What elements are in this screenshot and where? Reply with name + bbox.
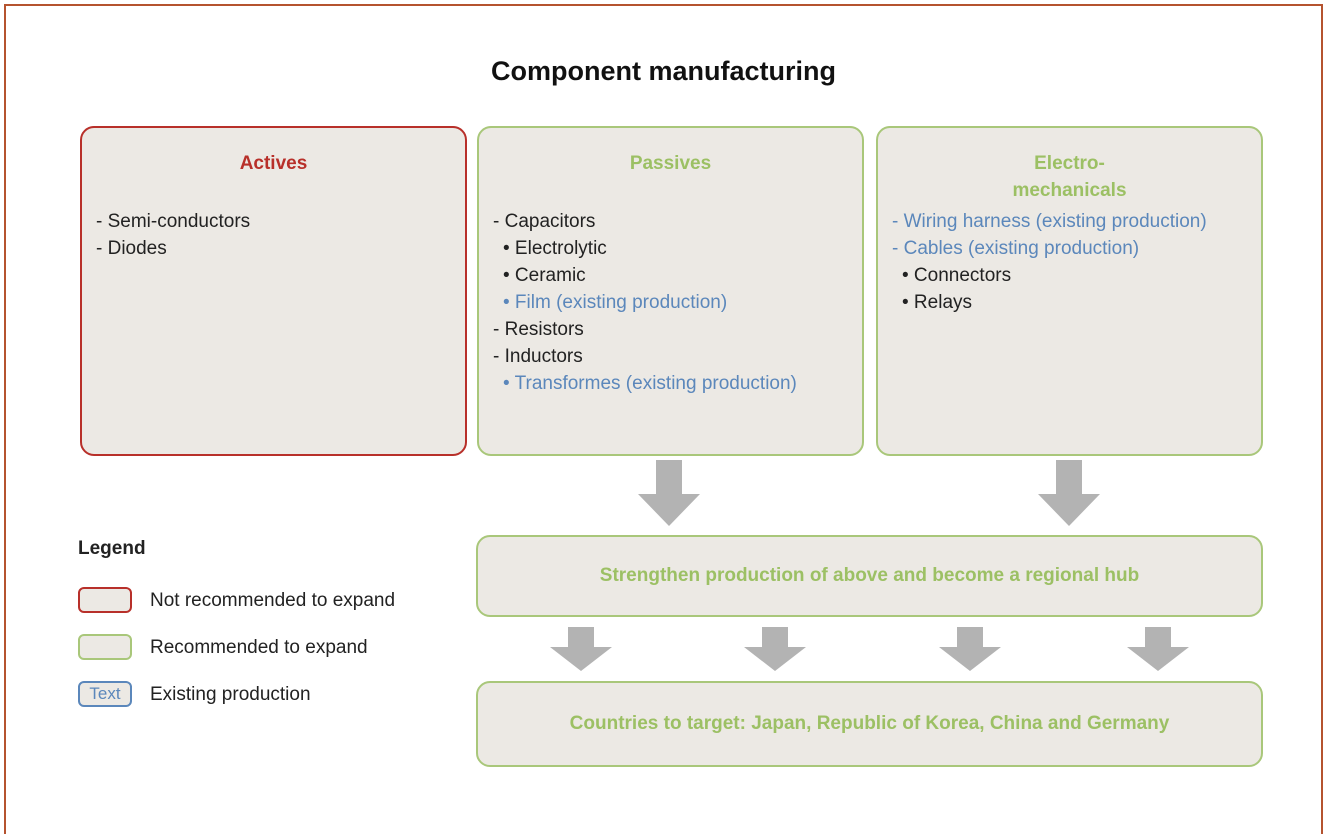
legend-swatch-red — [78, 587, 132, 613]
box-title: Actives — [239, 153, 308, 174]
item: - Resistors — [493, 319, 584, 340]
item: • Film (existing production) — [503, 292, 728, 313]
arrow — [1127, 627, 1189, 671]
category-box: Electro- mechanicals - Wiring harness (ex… — [876, 126, 1263, 456]
title: Component manufacturing — [491, 56, 836, 86]
item: - Diodes — [96, 238, 167, 259]
hub-box: Strengthen production of above and becom… — [476, 535, 1263, 617]
arrow — [744, 627, 806, 671]
category-box: Passives - Capacitors • Electrolytic • Cera… — [477, 126, 864, 456]
legend-item: Not recommended to expand — [150, 590, 396, 611]
item: • Transformes (existing production) — [503, 373, 797, 394]
legend-swatch-green — [78, 634, 132, 660]
hub-text: Strengthen production of above and becom… — [599, 565, 1140, 586]
arrow — [1038, 460, 1100, 526]
box-title: Passives — [629, 153, 712, 174]
item: - Capacitors — [493, 211, 596, 232]
item: • Relays — [902, 292, 973, 313]
item: • Connectors — [902, 265, 1012, 286]
legend-title: Legend — [78, 538, 146, 559]
item: - Inductors — [493, 346, 583, 367]
item-list: - Wiring harness (existing production) - … — [878, 208, 1261, 316]
item: - Wiring harness (existing production) — [892, 211, 1207, 232]
arrow — [638, 460, 700, 526]
legend-swatch-text: Text — [78, 681, 132, 707]
category-box: Actives - Semi-conductors - Diodes — [80, 126, 467, 456]
arrow — [939, 627, 1001, 671]
box-title: Electro- mechanicals — [1012, 153, 1127, 201]
item: - Semi-conductors — [96, 211, 251, 232]
item: - Cables (existing production) — [892, 238, 1140, 259]
item-list: - Semi-conductors - Diodes — [82, 208, 465, 262]
targets-box: Countries to target: Japan, Republic of … — [476, 681, 1263, 767]
item: • Electrolytic — [503, 238, 607, 259]
legend-item: Existing production — [150, 684, 311, 705]
arrow — [550, 627, 612, 671]
frame — [4, 4, 1323, 834]
item-list: - Capacitors • Electrolytic • Ceramic • Fil… — [479, 208, 862, 397]
item: • Ceramic — [503, 265, 586, 286]
legend-item: Recommended to expand — [150, 637, 368, 658]
targets-text: Countries to target: Japan, Republic of … — [569, 713, 1170, 734]
